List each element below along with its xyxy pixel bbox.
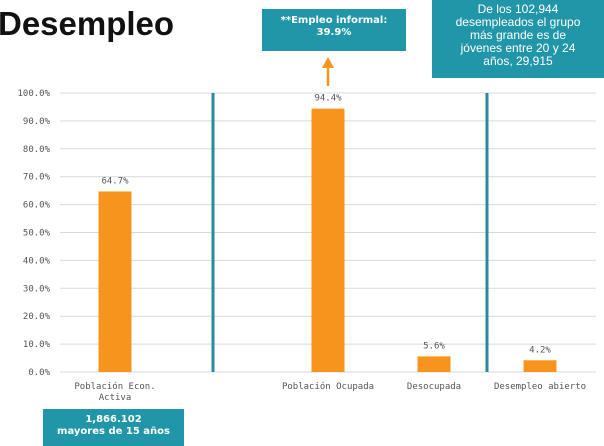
- category-label: Desempleo abierto: [494, 382, 586, 392]
- data-label: 4.2%: [529, 345, 551, 355]
- callout-line: **Empleo informal:: [280, 15, 388, 26]
- informal-employment-callout: **Empleo informal: 39.9%: [262, 9, 406, 51]
- callout-line: mayores de 15 años: [57, 426, 170, 437]
- callout-line: 39.9%: [316, 27, 352, 38]
- y-tick-label: 100.0%: [17, 89, 50, 99]
- page-title: Desempleo: [0, 5, 175, 42]
- callout-line: De los 102,944: [477, 2, 559, 16]
- arrow-head-icon: [322, 57, 334, 68]
- y-tick-label: 10.0%: [23, 340, 51, 350]
- youth-unemployment-callout: De los 102,944 desempleados el grupo más…: [432, 0, 604, 78]
- callout-line: desempleados el grupo: [455, 15, 581, 29]
- y-tick-label: 20.0%: [23, 312, 51, 322]
- category-dividers: [211, 93, 489, 372]
- y-tick-label: 30.0%: [23, 284, 51, 294]
- callout-line: jóvenes entre 20 y 24: [460, 41, 576, 55]
- callout-line: años, 29,915: [483, 54, 553, 68]
- y-tick-label: 50.0%: [23, 229, 51, 239]
- y-axis-ticks: 0.0% 10.0% 20.0% 30.0% 40.0% 50.0% 60.0% 70.0% 8…: [17, 89, 50, 378]
- y-tick-label: 60.0%: [23, 201, 51, 211]
- bar: [311, 108, 345, 373]
- category-label: Población Ocupada: [282, 381, 374, 392]
- population-total-callout: 1,866.102 mayores de 15 años: [43, 409, 184, 446]
- y-tick-label: 90.0%: [23, 117, 51, 127]
- bars: [98, 108, 557, 373]
- category-label: Activa: [99, 393, 132, 403]
- y-tick-label: 70.0%: [23, 173, 51, 183]
- data-label: 64.7%: [101, 176, 129, 186]
- category-label: Población Econ.: [74, 381, 155, 392]
- callout-line: más grande es de: [469, 28, 567, 42]
- data-label: 5.6%: [423, 341, 445, 351]
- y-tick-label: 40.0%: [23, 256, 51, 266]
- bar: [98, 191, 132, 372]
- data-labels: 64.7% 94.4% 5.6% 4.2%: [101, 94, 551, 356]
- y-tick-label: 0.0%: [28, 368, 50, 378]
- category-label: Desocupada: [407, 382, 461, 392]
- callout-line: 1,866.102: [85, 414, 142, 425]
- bar: [417, 356, 451, 372]
- category-labels: Población Econ.Activa Población Ocupada De…: [74, 381, 586, 403]
- informal-arrow: [322, 57, 334, 86]
- y-tick-label: 80.0%: [23, 145, 51, 155]
- data-label: 94.4%: [314, 94, 342, 104]
- bar: [523, 360, 557, 372]
